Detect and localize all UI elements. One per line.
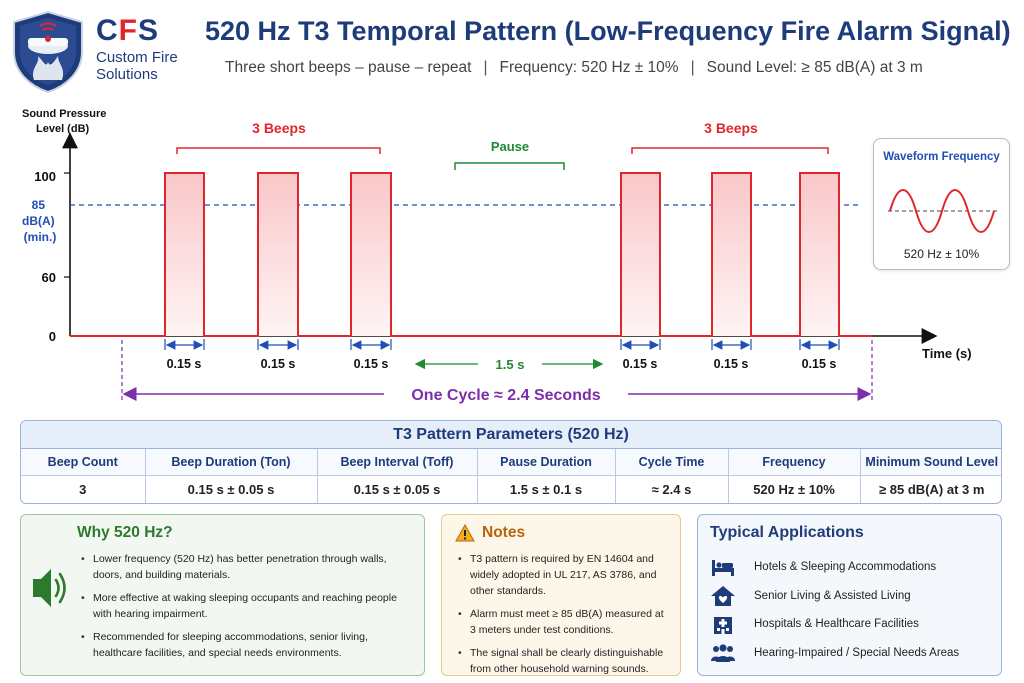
column-header: Beep Duration (Ton) [145,449,318,476]
table-cell: 520 Hz ± 10% [728,475,861,503]
beep-group-label-2: 3 Beeps [704,120,758,136]
bed-icon [712,560,734,577]
applications-title: Typical Applications [710,524,864,541]
application-item: Hotels & Sleeping Accommodations [710,553,995,582]
waveform-frequency-box: Waveform Frequency 520 Hz ± 10% [873,138,1010,270]
signal-waveform [70,172,872,337]
note-item: Alarm must meet ≥ 85 dB(A) measured at 3… [458,606,672,638]
page-subtitle: Three short beeps – pause – repeat | Frequ… [225,59,923,76]
table-cell: ≥ 85 dB(A) at 3 m [879,482,985,498]
notes-box: Notes T3 pattern is required by EN 14604… [441,514,681,676]
column-header: Minimum Sound Level [860,449,1001,476]
application-item: Hearing-Impaired / Special Needs Areas [710,639,995,668]
brand-name-line2: Solutions [96,66,158,83]
house-heart-icon [711,585,735,606]
column-header: Frequency [728,449,861,476]
why-item: Lower frequency (520 Hz) has better pene… [81,551,417,583]
cycle-label: One Cycle ≈ 2.4 Seconds [411,387,600,404]
note-item: The signal shall be clearly distinguisha… [458,645,672,677]
application-label: Hospitals & Healthcare Facilities [754,618,919,631]
y-tick-100: 100 [34,169,56,184]
pause-duration-label: 1.5 s [496,357,525,372]
notes-title: Notes [482,524,526,541]
parameters-table: T3 Pattern Parameters (520 Hz) Beep Coun… [20,420,1002,504]
table-cell: 0.15 s ± 0.05 s [317,475,478,503]
beep-duration-label-6: 0.15 s [802,357,837,371]
beep-duration-label-1: 0.15 s [167,357,202,371]
sine-wave-icon [888,189,997,233]
application-label: Hearing-Impaired / Special Needs Areas [754,646,960,659]
beep-group-bracket-2 [631,147,829,154]
beep-pulses [165,173,839,336]
table-header-row: Beep Count Beep Duration (Ton) Beep Inte… [21,449,1001,476]
table-row: 3 0.15 s ± 0.05 s 0.15 s ± 0.05 s 1.5 s … [21,475,1001,503]
y-tick-0: 0 [49,329,56,344]
beep-2 [258,173,298,336]
table-cell: ≈ 2.4 s [615,475,729,503]
table-cell: 1.5 s ± 0.1 s [477,475,616,503]
note-item: T3 pattern is required by EN 14604 and w… [458,551,672,599]
waveform-title: Waveform Frequency [883,151,1000,163]
y-tick-60: 60 [42,270,56,285]
why-item: More effective at waking sleeping occupa… [81,590,417,622]
speaker-icon [33,569,66,607]
waveform-label: 520 Hz ± 10% [903,247,980,261]
application-label: Hotels & Sleeping Accommodations [754,561,937,574]
why-item: Recommended for sleeping accommodations,… [81,629,417,661]
application-item: Senior Living & Assisted Living [710,582,995,611]
column-header: Cycle Time [615,449,729,476]
x-axis-label: Time (s) [922,346,972,361]
page-title: 520 Hz T3 Temporal Pattern (Low-Frequenc… [205,16,1011,46]
beep-6 [800,173,839,336]
beep-group-label-1: 3 Beeps [252,120,306,136]
column-header: Beep Interval (Toff) [317,449,478,476]
beep-duration-label-3: 0.15 s [354,357,389,371]
why-title: Why 520 Hz? [77,524,173,541]
why-520hz-box: Why 520 Hz? Lower frequency (520 Hz) has… [20,514,425,676]
beep-4 [621,173,660,336]
hospital-icon [714,617,732,635]
table-cell: 0.15 s ± 0.05 s [145,475,318,503]
pause-bracket [454,162,565,170]
brand-name-line1: Custom Fire [96,49,178,66]
beep-3 [351,173,391,336]
beep-duration-label-5: 0.15 s [714,357,749,371]
table-cell: 3 [21,475,146,503]
beep-duration-label-4: 0.15 s [623,357,658,371]
column-header: Pause Duration [477,449,616,476]
column-header: Beep Count [21,449,146,476]
people-icon [711,644,735,662]
beep-duration-label-2: 0.15 s [261,357,296,371]
application-label: Senior Living & Assisted Living [754,589,911,602]
y-axis-label: Sound Pressure Level (dB) [22,108,106,135]
brand-cfs: CFS [96,14,160,47]
applications-box: Typical Applications Hotels & Sleeping A… [697,514,1002,676]
application-item: Hospitals & Healthcare Facilities [710,610,995,639]
cfs-shield-logo [13,10,83,94]
warning-icon [455,524,475,542]
t3-pattern-diagram: Sound Pressure Level (dB) Time (s) 100 60… [22,108,972,404]
beep-5 [712,173,751,336]
pause-label: Pause [491,139,529,154]
parameters-table-title: T3 Pattern Parameters (520 Hz) [21,421,1001,449]
beep-1 [165,173,204,336]
beep-group-bracket-1 [176,147,381,154]
threshold-label: 85 dB(A) (min.) [22,198,58,244]
